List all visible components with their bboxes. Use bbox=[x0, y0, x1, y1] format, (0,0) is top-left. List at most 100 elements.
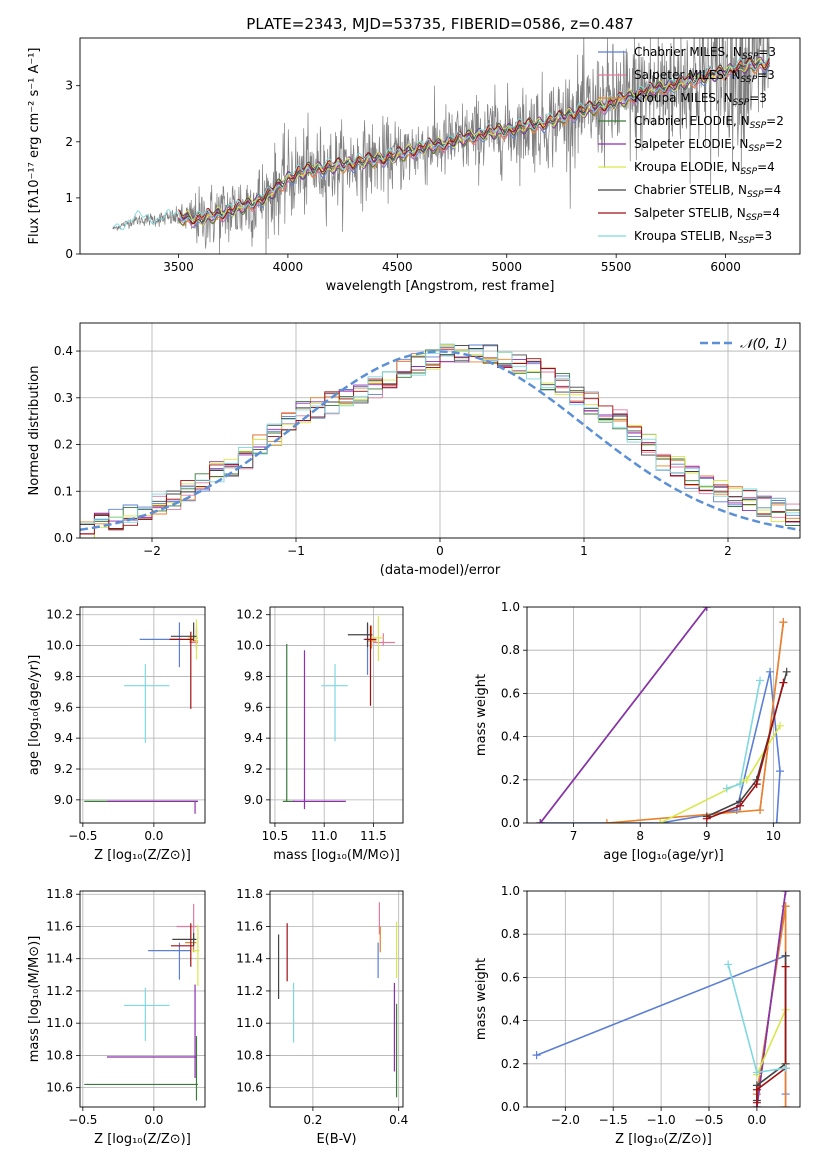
y-tick-label: 9.8 bbox=[54, 669, 73, 683]
y-tick-label: 0.3 bbox=[54, 391, 73, 405]
series-marker bbox=[752, 780, 761, 789]
series-kroupa-miles bbox=[602, 618, 788, 823]
x-axis-label: Z [log₁₀(Z/Z⊙)] bbox=[615, 1132, 712, 1147]
y-tick-label: 9.6 bbox=[244, 700, 263, 714]
x-tick-label: −1.0 bbox=[647, 1113, 676, 1127]
series-marker bbox=[781, 1064, 790, 1073]
series-marker bbox=[776, 721, 785, 730]
y-tick-label: 10.8 bbox=[46, 1048, 73, 1062]
y-tick-label: 0.2 bbox=[501, 773, 520, 787]
data-point-salpeter-miles bbox=[373, 633, 396, 646]
legend-entry-eq: =3 bbox=[754, 229, 772, 243]
legend-entry: Chabrier STELIB, NSSP=4 bbox=[634, 183, 781, 200]
y-tick-label: 0.4 bbox=[501, 730, 520, 744]
axes-frame bbox=[526, 890, 801, 1108]
x-axis-label: mass [log₁₀(M/M⊙)] bbox=[273, 848, 400, 863]
series-line bbox=[539, 607, 708, 823]
series-marker bbox=[602, 819, 611, 823]
plot-area-EBV-mass bbox=[270, 891, 403, 1107]
series-line bbox=[540, 671, 781, 823]
y-tick-label: 11.8 bbox=[236, 887, 263, 901]
legend-entry-label: Kroupa MILES, N bbox=[634, 91, 733, 105]
y-axis-label: mass weight bbox=[474, 958, 489, 1040]
data-point-chabrier-miles bbox=[148, 942, 191, 980]
legend-entry-sub: SSP bbox=[733, 98, 750, 108]
y-tick-label: 0.1 bbox=[54, 484, 73, 498]
series-line bbox=[756, 1009, 787, 1075]
plot-area-spectrum bbox=[112, 38, 770, 254]
series-kroupa-elodie bbox=[656, 721, 785, 823]
series-marker bbox=[724, 960, 733, 969]
series-marker bbox=[756, 676, 765, 685]
legend-entry-eq: =4 bbox=[762, 206, 780, 220]
y-tick-label: 9.4 bbox=[54, 731, 73, 745]
series-salpeter-stelib bbox=[702, 678, 788, 823]
legend-entry-eq: =3 bbox=[757, 68, 775, 82]
x-tick-label: 8 bbox=[636, 829, 644, 843]
data-point-chabrier-elodie bbox=[282, 644, 295, 803]
legend-entry-sub: SSP bbox=[741, 167, 758, 177]
axes-frame bbox=[79, 322, 801, 539]
model-line-chabrier-stelib bbox=[178, 57, 770, 225]
x-tick-label: 7 bbox=[570, 829, 578, 843]
legend-entry-label: Kroupa STELIB, N bbox=[634, 229, 738, 243]
y-tick-label: 10.2 bbox=[46, 608, 73, 622]
legend-entry-sub: SSP bbox=[747, 190, 764, 200]
x-tick-label: 1 bbox=[580, 544, 588, 558]
y-tick-label: 0.6 bbox=[501, 970, 520, 984]
legend-entry: 𝒩(0, 1) bbox=[740, 337, 787, 352]
y-tick-label: 9.4 bbox=[244, 731, 263, 745]
x-axis-label: Z [log₁₀(Z/Z⊙)] bbox=[94, 1132, 191, 1147]
y-tick-label: 1.0 bbox=[501, 884, 520, 898]
y-axis-label: age [log₁₀(age/yr)] bbox=[27, 655, 42, 776]
legend-entry-eq: =2 bbox=[766, 114, 784, 128]
legend-entry-label: Salpeter ELODIE, N bbox=[634, 137, 748, 151]
data-point-salpeter-stelib bbox=[169, 631, 194, 709]
y-tick-label: 0.0 bbox=[501, 1100, 520, 1114]
y-tick-label: 0.8 bbox=[501, 643, 520, 657]
x-axis-label: wavelength [Angstrom, rest frame] bbox=[326, 279, 555, 294]
series-marker bbox=[752, 1085, 761, 1094]
data-point-salpeter-stelib bbox=[364, 625, 377, 706]
x-tick-label: 6000 bbox=[710, 260, 741, 274]
panel-Z-mass: −0.5 0.0 10.6 10.8 11.0 11.2 11.4 11.6 11.8 Z [lo… bbox=[27, 887, 206, 1147]
y-tick-label: 1.0 bbox=[501, 600, 520, 614]
data-point-chabrier-stelib bbox=[170, 622, 197, 641]
x-tick-label: 0 bbox=[436, 544, 444, 558]
data-point-kroupa-elodie bbox=[371, 616, 384, 661]
y-tick-label: 9.2 bbox=[244, 762, 263, 776]
panel-EBV-mass: 0.2 0.4 10.6 10.8 11.0 11.2 11.4 11.6 11.8 E(B-V) bbox=[236, 887, 408, 1147]
axes-frame bbox=[79, 890, 206, 1108]
y-tick-label: 0 bbox=[65, 247, 73, 261]
data-point-kroupa-stelib bbox=[124, 664, 170, 743]
series-marker bbox=[781, 951, 790, 960]
y-tick-label: 9.0 bbox=[244, 793, 263, 807]
x-tick-label: 3500 bbox=[163, 260, 194, 274]
legend-entry-eq: =4 bbox=[757, 160, 775, 174]
data-point-salpeter-elodie bbox=[106, 800, 198, 814]
panel-spectrum: 3500 4000 4500 5000 5500 6000 0 1 2 3 wavelength [… bbox=[27, 37, 801, 294]
y-tick-label: 11.4 bbox=[236, 952, 263, 966]
axes-frame bbox=[269, 606, 404, 824]
x-tick-label: 11.5 bbox=[360, 829, 387, 843]
plot-area-residuals bbox=[80, 323, 800, 538]
x-tick-label: −1.5 bbox=[599, 1113, 628, 1127]
series-marker bbox=[736, 801, 745, 810]
y-axis-label: mass [log₁₀(M/M⊙)] bbox=[27, 936, 42, 1063]
model-line-kroupa-stelib bbox=[112, 54, 770, 231]
series-marker bbox=[752, 1068, 761, 1077]
x-tick-label: 4500 bbox=[382, 260, 413, 274]
y-axis-label: Flux [fλ10⁻¹⁷ erg cm⁻² s⁻¹ A⁻¹] bbox=[27, 48, 42, 245]
model-line-kroupa-elodie bbox=[178, 58, 770, 226]
legend-entry-label: Chabrier MILES, N bbox=[634, 45, 742, 59]
plot-area-Z-massweight bbox=[527, 891, 800, 1107]
legend-entry: Salpeter MILES, NSSP=3 bbox=[634, 68, 775, 85]
legend-entry-sub: SSP bbox=[748, 144, 765, 154]
legend-entry-eq: =4 bbox=[764, 183, 782, 197]
y-tick-label: 0.4 bbox=[54, 344, 73, 358]
data-point-salpeter-miles bbox=[176, 903, 197, 933]
legend-entry: Salpeter ELODIE, NSSP=2 bbox=[634, 137, 783, 154]
legend-entry-label: Chabrier ELODIE, N bbox=[634, 114, 750, 128]
series-marker bbox=[532, 1051, 541, 1060]
